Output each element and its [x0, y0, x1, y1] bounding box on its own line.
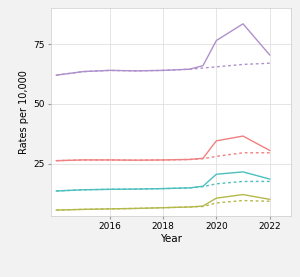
X-axis label: Year: Year [160, 234, 182, 244]
Y-axis label: Rates per 10,000: Rates per 10,000 [19, 70, 29, 154]
